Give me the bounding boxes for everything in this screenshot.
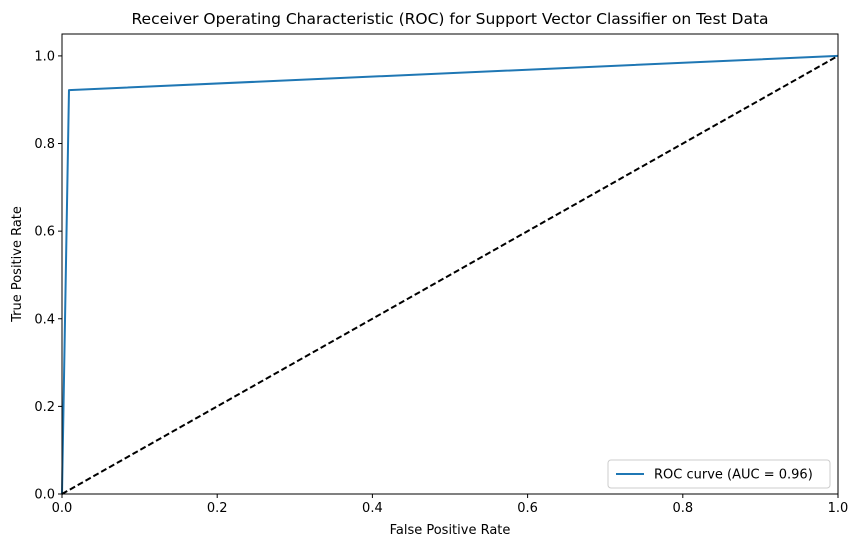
x-tick-label: 0.0: [52, 501, 73, 516]
y-axis-ticks: 0.0 0.2 0.4 0.6 0.8 1.0: [34, 49, 62, 503]
chance-diagonal-line: [61, 55, 839, 495]
x-axis-ticks: 0.0 0.2 0.4 0.6 0.8 1.0: [52, 494, 849, 516]
y-tick-label: 0.8: [34, 137, 55, 152]
y-tick-label: 0.4: [34, 312, 55, 327]
y-tick-label: 1.0: [34, 49, 55, 64]
x-tick-label: 0.2: [207, 501, 228, 516]
chart-title: Receiver Operating Characteristic (ROC) …: [131, 10, 768, 28]
x-tick-label: 0.4: [362, 501, 383, 516]
x-axis-title: False Positive Rate: [390, 523, 511, 538]
x-tick-label: 0.6: [517, 501, 538, 516]
y-axis-title: True Positive Rate: [10, 206, 25, 323]
legend-label-roc: ROC curve (AUC = 0.96): [654, 468, 813, 483]
x-tick-label: 1.0: [828, 501, 849, 516]
roc-curve-line: [61, 54, 839, 495]
plot-frame: [61, 33, 839, 495]
plot-area: [62, 34, 838, 494]
y-tick-label: 0.6: [34, 225, 55, 240]
y-tick-label: 0.2: [34, 400, 55, 415]
legend: ROC curve (AUC = 0.96): [607, 459, 831, 489]
legend-box: [607, 459, 831, 489]
series-layer: [61, 54, 839, 495]
x-tick-label: 0.8: [672, 501, 693, 516]
y-tick-label: 0.0: [34, 488, 55, 503]
